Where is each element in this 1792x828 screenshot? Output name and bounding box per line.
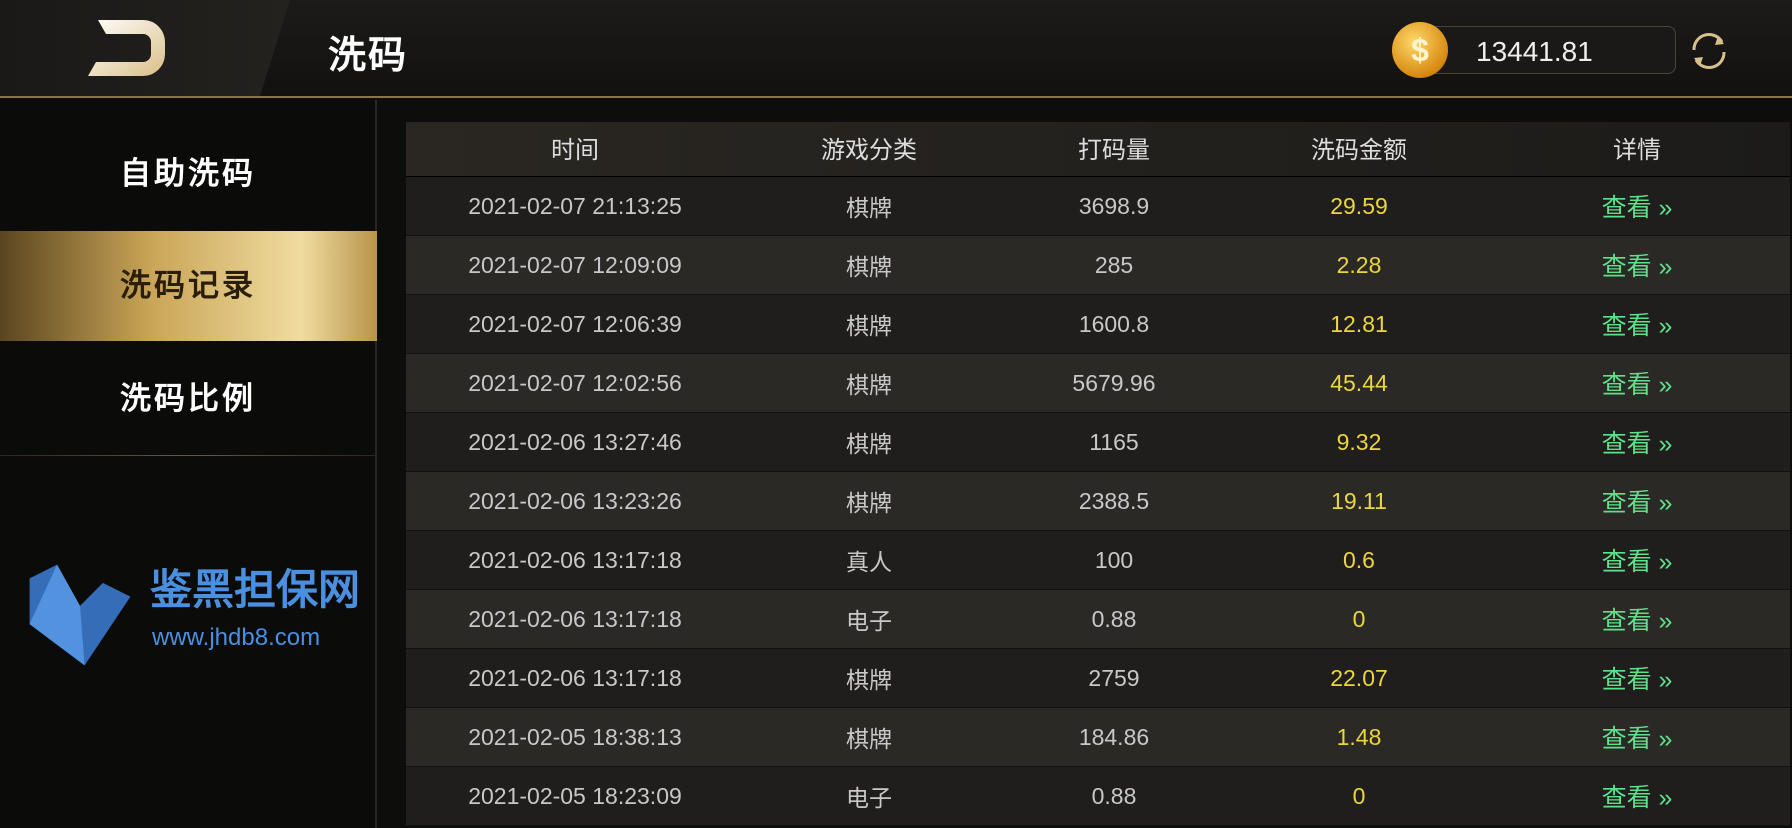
cell-bet: 2388.5: [1078, 487, 1150, 514]
records-table: 时间 游戏分类 打码量 洗码金额 详情 2021-02-07 21:13:25 棋…: [406, 122, 1790, 826]
cell-amount: 22.07: [1330, 664, 1388, 691]
col-category: 游戏分类: [821, 137, 917, 164]
watermark-text: 鉴黑担保网: [150, 566, 361, 613]
cell-time: 2021-02-07 12:02:56: [468, 369, 682, 396]
cell-bet: 0.88: [1091, 782, 1137, 809]
view-detail-link[interactable]: 查看 »: [1601, 371, 1673, 399]
view-detail-link[interactable]: 查看 »: [1601, 430, 1673, 458]
view-detail-link[interactable]: 查看 »: [1601, 312, 1673, 340]
cell-category: 真人: [846, 549, 892, 575]
page-title: 洗码: [328, 35, 409, 77]
cell-amount: 45.44: [1330, 369, 1388, 396]
table-row: 2021-02-07 12:09:09 棋牌 285 2.28 查看 »: [406, 236, 1790, 295]
table-row: 2021-02-07 21:13:25 棋牌 3698.9 29.59 查看 »: [406, 177, 1790, 236]
cell-category: 棋牌: [846, 667, 892, 693]
cell-amount: 0: [1352, 605, 1366, 632]
cell-time: 2021-02-07 12:06:39: [468, 310, 682, 337]
cell-bet: 5679.96: [1072, 369, 1156, 396]
cell-bet: 0.88: [1091, 605, 1137, 632]
cell-time: 2021-02-05 18:23:09: [468, 782, 682, 809]
table-row: 2021-02-07 12:06:39 棋牌 1600.8 12.81 查看 »: [406, 295, 1790, 354]
sidebar: 自助洗码 洗码记录 洗码比例: [0, 100, 377, 828]
table-row: 2021-02-06 13:23:26 棋牌 2388.5 19.11 查看 »: [406, 472, 1790, 531]
view-detail-link[interactable]: 查看 »: [1601, 253, 1673, 281]
cell-category: 电子: [846, 608, 892, 634]
cell-category: 棋牌: [846, 372, 892, 398]
cell-amount: 12.81: [1330, 310, 1388, 337]
cell-amount: 19.11: [1331, 487, 1387, 514]
cell-bet: 285: [1094, 251, 1134, 278]
refresh-icon[interactable]: [1686, 28, 1732, 74]
view-detail-link[interactable]: 查看 »: [1601, 548, 1673, 576]
cell-bet: 2759: [1088, 664, 1140, 691]
cell-amount: 1.48: [1336, 723, 1382, 750]
cell-category: 棋牌: [846, 313, 892, 339]
cell-category: 棋牌: [846, 195, 892, 221]
cell-bet: 100: [1094, 546, 1134, 573]
table-row: 2021-02-06 13:17:18 电子 0.88 0 查看 »: [406, 590, 1790, 649]
cell-category: 电子: [846, 785, 892, 811]
balance-value: 13441.81: [1476, 36, 1593, 67]
table-row: 2021-02-07 12:02:56 棋牌 5679.96 45.44 查看 »: [406, 354, 1790, 413]
view-detail-link[interactable]: 查看 »: [1601, 725, 1673, 753]
table-row: 2021-02-05 18:23:09 电子 0.88 0 查看 »: [406, 767, 1790, 826]
cell-amount: 2.28: [1336, 251, 1382, 278]
cell-time: 2021-02-06 13:27:46: [468, 428, 682, 455]
sidebar-divider: [0, 455, 377, 456]
back-logo-icon: [88, 20, 165, 76]
cell-bet: 3698.9: [1078, 192, 1150, 219]
coin-icon: $: [1392, 22, 1448, 78]
sidebar-item-wash-ratio[interactable]: 洗码比例: [120, 381, 256, 416]
view-detail-link[interactable]: 查看 »: [1601, 489, 1673, 517]
col-bet: 打码量: [1078, 137, 1150, 164]
back-button[interactable]: [0, 0, 290, 96]
cell-amount: 0.6: [1343, 546, 1375, 573]
cell-time: 2021-02-06 13:17:18: [468, 605, 682, 632]
view-detail-link[interactable]: 查看 »: [1601, 666, 1673, 694]
cell-bet: 1165: [1089, 428, 1139, 455]
view-detail-link[interactable]: 查看 »: [1601, 784, 1673, 812]
sidebar-item-self-wash[interactable]: 自助洗码: [120, 156, 256, 191]
cell-time: 2021-02-07 12:09:09: [468, 251, 682, 278]
cell-category: 棋牌: [846, 254, 892, 280]
sidebar-item-wash-record[interactable]: 洗码记录: [0, 231, 377, 341]
col-amount: 洗码金额: [1311, 137, 1407, 164]
cell-time: 2021-02-06 13:17:18: [468, 664, 682, 691]
col-time: 时间: [551, 137, 599, 164]
cell-bet: 184.86: [1078, 723, 1150, 750]
table-header: 时间 游戏分类 打码量 洗码金额 详情: [406, 122, 1790, 177]
table-row: 2021-02-05 18:38:13 棋牌 184.86 1.48 查看 »: [406, 708, 1790, 767]
cell-amount: 0: [1352, 782, 1366, 809]
col-detail: 详情: [1613, 137, 1661, 164]
cell-category: 棋牌: [846, 490, 892, 516]
cell-time: 2021-02-06 13:17:18: [468, 546, 682, 573]
cell-time: 2021-02-05 18:38:13: [468, 723, 682, 750]
cell-time: 2021-02-07 21:13:25: [468, 192, 682, 219]
view-detail-link[interactable]: 查看 »: [1601, 194, 1673, 222]
balance-box: [1408, 26, 1676, 74]
table-row: 2021-02-06 13:17:18 棋牌 2759 22.07 查看 »: [406, 649, 1790, 708]
cell-category: 棋牌: [846, 431, 892, 457]
watermark-url: www.jhdb8.com: [152, 624, 321, 651]
cell-time: 2021-02-06 13:23:26: [468, 487, 682, 514]
cell-amount: 9.32: [1336, 428, 1382, 455]
cell-bet: 1600.8: [1078, 310, 1150, 337]
table-row: 2021-02-06 13:27:46 棋牌 1165 9.32 查看 »: [406, 413, 1790, 472]
table-row: 2021-02-06 13:17:18 真人 100 0.6 查看 »: [406, 531, 1790, 590]
header: 洗码 $ 13441.81: [0, 0, 1792, 98]
cell-category: 棋牌: [846, 726, 892, 752]
view-detail-link[interactable]: 查看 »: [1601, 607, 1673, 635]
cell-amount: 29.59: [1330, 192, 1388, 219]
